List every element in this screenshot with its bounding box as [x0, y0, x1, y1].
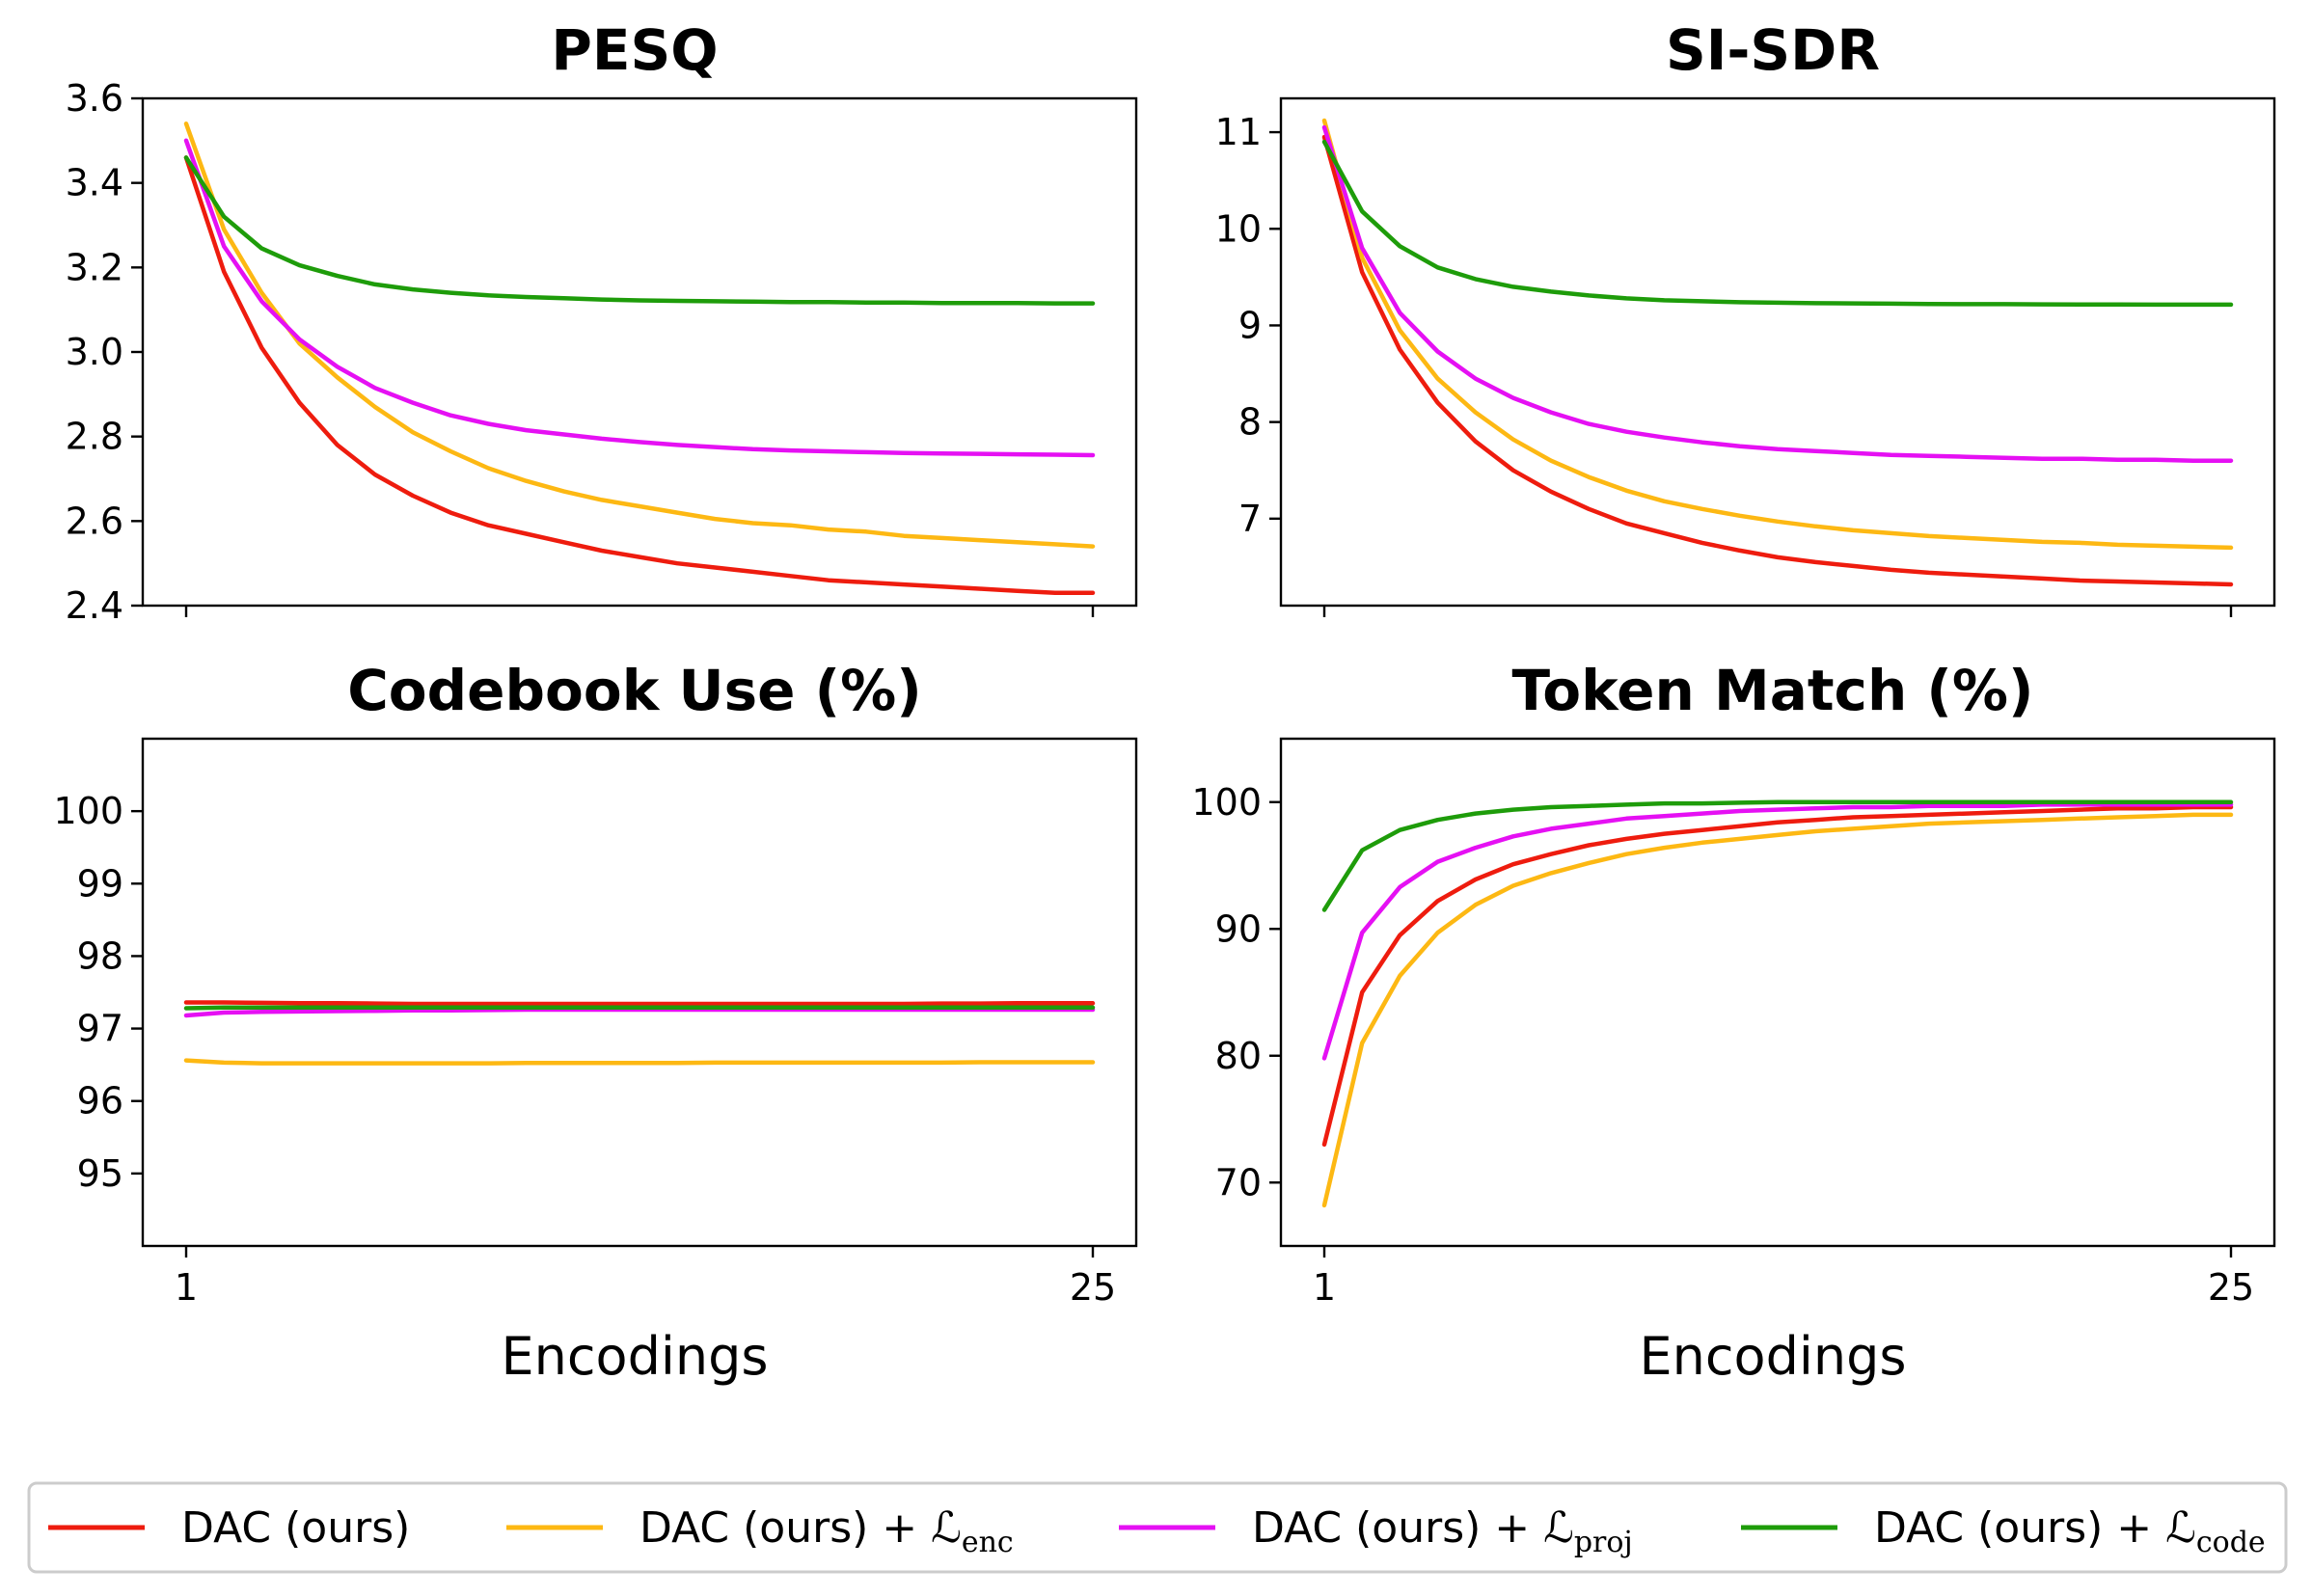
legend-label-main-2: DAC (ours) + ℒ	[1252, 1503, 1574, 1553]
plot-frame-token-match	[1279, 737, 2276, 1248]
chart-title-codebook-use: Codebook Use (%)	[347, 658, 922, 723]
legend-label-3: DAC (ours) + ℒcode	[1874, 1503, 2266, 1559]
series-line-pesq-0	[183, 155, 1096, 596]
series-line-codebook-use-1	[183, 1058, 1096, 1066]
series-line-codebook-use-3	[183, 1005, 1096, 1011]
y-tick-label-codebook-use: 98	[77, 934, 123, 977]
y-tick-label-codebook-use: 100	[53, 790, 123, 832]
x-axis-label-token-match: Encodings	[1640, 1326, 1907, 1387]
legend-label-main-3: DAC (ours) + ℒ	[1874, 1503, 2196, 1553]
series-line-token-match-1	[1321, 812, 2234, 1208]
series-line-token-match-3	[1321, 799, 2234, 912]
y-tick-label-codebook-use: 97	[77, 1008, 123, 1050]
y-tick-label-token-match: 80	[1215, 1035, 1262, 1077]
chart-title-si-sdr: SI-SDR	[1666, 17, 1880, 83]
series-line-pesq-2	[183, 138, 1096, 458]
y-tick-label-codebook-use: 96	[77, 1080, 123, 1123]
y-tick-label-pesq: 3.0	[66, 331, 123, 373]
legend-label-0: DAC (ours)	[181, 1503, 410, 1553]
y-tick-label-token-match: 100	[1191, 781, 1262, 824]
y-tick-label-codebook-use: 99	[77, 862, 123, 905]
y-tick-label-token-match: 70	[1215, 1161, 1262, 1204]
y-tick-label-pesq: 3.2	[66, 246, 123, 288]
x-tick-label-token-match: 25	[2208, 1266, 2254, 1309]
legend-label-main-0: DAC (ours)	[181, 1503, 410, 1553]
panel-pesq: PESQ 2.4 2.6 2.8 3.0 3.2 3.4 3.6	[66, 17, 1138, 627]
legend-label-main-1: DAC (ours) + ℒ	[639, 1503, 962, 1553]
y-tick-label-pesq: 2.8	[66, 416, 123, 458]
series-line-token-match-0	[1321, 804, 2234, 1148]
x-tick-label-token-match: 1	[1313, 1266, 1336, 1309]
series-line-pesq-3	[183, 155, 1096, 306]
y-tick-label-pesq: 3.6	[66, 77, 123, 120]
legend-label-subscript-1: enc	[962, 1526, 1014, 1559]
series-line-si-sdr-0	[1321, 134, 2234, 587]
series-line-token-match-2	[1321, 802, 2234, 1061]
y-tick-label-si-sdr: 9	[1238, 304, 1262, 346]
plot-frame-pesq	[141, 96, 1138, 608]
series-line-codebook-use-0	[183, 1000, 1096, 1007]
x-tick-label-codebook-use: 1	[175, 1266, 198, 1309]
y-tick-label-pesq: 3.4	[66, 162, 123, 204]
panel-codebook-use: Codebook Use (%) 95 96 97 98 99 100 1 25 Encodi…	[53, 658, 1138, 1387]
chart-title-pesq: PESQ	[551, 17, 718, 83]
series-line-codebook-use-2	[183, 1007, 1096, 1018]
y-tick-label-si-sdr: 7	[1238, 498, 1262, 540]
plot-frame-si-sdr	[1279, 96, 2276, 608]
y-tick-label-si-sdr: 8	[1238, 401, 1262, 444]
y-tick-label-pesq: 2.4	[66, 584, 123, 627]
legend: DAC (ours) DAC (ours) + ℒenc DAC (ours) + …	[27, 1481, 2288, 1574]
y-tick-label-si-sdr: 11	[1215, 111, 1262, 153]
series-line-pesq-1	[183, 122, 1096, 549]
series-line-si-sdr-3	[1321, 139, 2234, 308]
legend-label-1: DAC (ours) + ℒenc	[639, 1503, 1014, 1559]
legend-label-subscript-2: proj	[1574, 1526, 1633, 1559]
panel-si-sdr: SI-SDR 7 8 9 10 11	[1215, 17, 2276, 617]
legend-label-2: DAC (ours) + ℒproj	[1252, 1503, 1633, 1559]
y-tick-label-token-match: 90	[1215, 907, 1262, 950]
y-tick-label-si-sdr: 10	[1215, 207, 1262, 250]
series-line-si-sdr-1	[1321, 118, 2234, 551]
x-tick-label-codebook-use: 25	[1070, 1266, 1116, 1309]
legend-label-subscript-3: code	[2196, 1526, 2266, 1559]
panel-token-match: Token Match (%) 70 80 90 100 1 25 Encodings	[1191, 658, 2276, 1387]
y-tick-label-pesq: 2.6	[66, 500, 123, 542]
plot-frame-codebook-use	[141, 737, 1138, 1248]
x-axis-label-codebook-use: Encodings	[502, 1326, 769, 1387]
y-tick-label-codebook-use: 95	[77, 1152, 123, 1195]
chart-title-token-match: Token Match (%)	[1511, 658, 2033, 723]
series-line-si-sdr-2	[1321, 124, 2234, 463]
